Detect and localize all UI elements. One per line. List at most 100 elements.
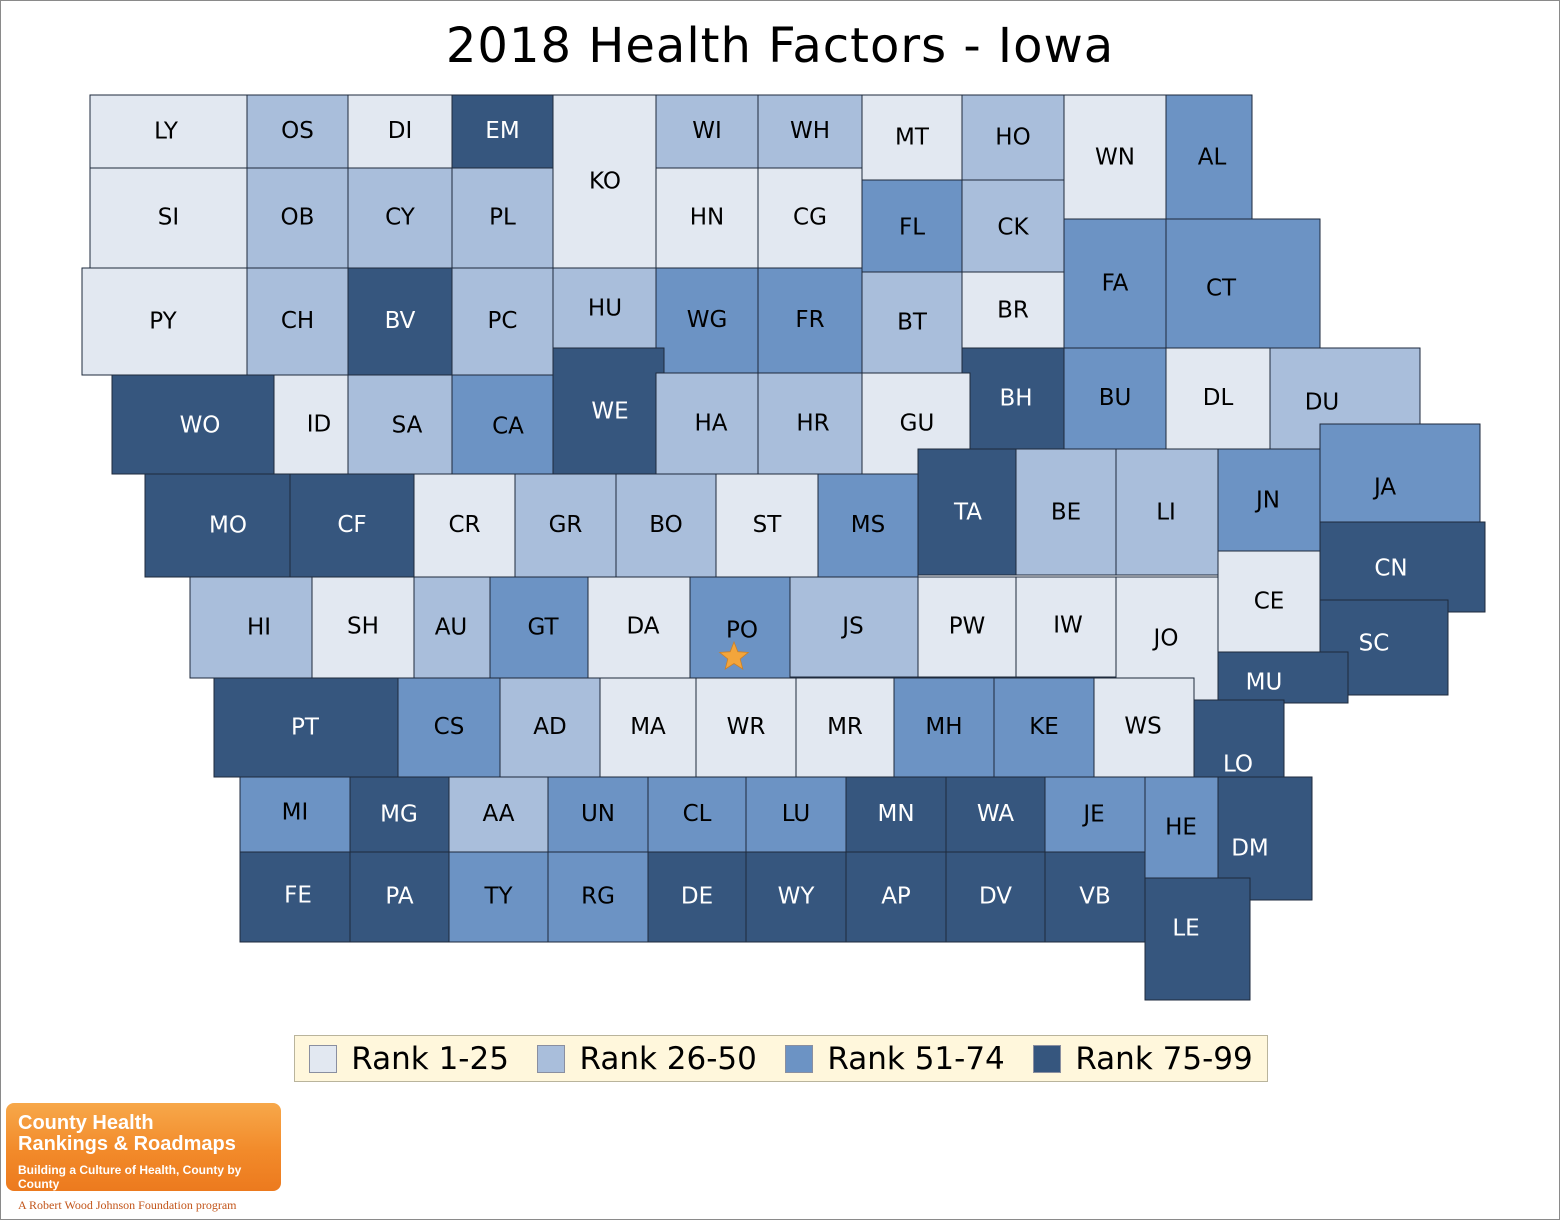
county-shape-le[interactable] [1144,877,1251,1001]
county-shape-ko[interactable] [552,94,657,269]
county-label-je: JE [1081,802,1104,828]
county-shape-ho[interactable] [961,94,1065,181]
county-shape-em[interactable] [451,94,554,169]
county-label-vb: VB [1079,884,1111,910]
county-shape-di[interactable] [347,94,453,169]
county-shape-fe[interactable] [239,851,351,943]
county-shape-fr[interactable] [757,267,863,374]
county-shape-ke[interactable] [993,677,1095,778]
county-shape-mg[interactable] [349,776,450,853]
county-shape-fa[interactable] [1063,218,1167,349]
county-shape-cr[interactable] [413,473,516,578]
county-shape-lo[interactable] [1193,699,1285,778]
county-shape-wa[interactable] [945,776,1046,853]
county-shape-wh[interactable] [757,94,863,169]
county-label-pt: PT [291,715,320,741]
county-shape-wy[interactable] [745,851,847,943]
county-shape-ws[interactable] [1093,677,1195,778]
county-shape-ob[interactable] [246,167,349,269]
county-shape-cl[interactable] [647,776,747,853]
county-shape-ad[interactable] [499,677,601,778]
county-label-bt: BT [897,310,928,336]
county-shape-ly[interactable] [89,94,248,169]
county-shape-cf[interactable] [289,473,415,578]
county-shape-sh[interactable] [311,576,429,679]
county-label-mo: MO [209,513,247,539]
county-label-iw: IW [1053,613,1083,639]
county-shape-be[interactable] [1015,448,1117,576]
county-shape-wr[interactable] [695,677,797,778]
county-label-ma: MA [630,714,666,740]
county-shape-aa[interactable] [448,776,549,853]
county-shape-cy[interactable] [347,167,453,269]
county-label-dm: DM [1231,836,1269,862]
county-shape-pt[interactable] [213,677,401,778]
county-shape-si[interactable] [89,167,248,269]
county-shape-os[interactable] [246,94,349,169]
county-shape-pl[interactable] [451,167,554,269]
county-shape-ty[interactable] [448,851,549,943]
county-label-au: AU [435,615,468,641]
county-shape-st[interactable] [715,473,819,578]
county-shape-ap[interactable] [845,851,947,943]
county-shape-hu[interactable] [552,267,657,349]
county-label-bh: BH [999,386,1032,412]
county-shape-py[interactable] [81,267,248,376]
county-shape-vb[interactable] [1044,851,1146,943]
county-shape-js[interactable] [789,576,919,678]
county-shape-mu[interactable] [1217,651,1349,704]
county-shape-iw[interactable] [1015,576,1121,678]
county-shape-rg[interactable] [547,851,649,943]
county-shape-br[interactable] [961,271,1065,349]
chrr-logo: County Health Rankings & Roadmaps Buildi… [6,1103,281,1191]
county-shape-hr[interactable] [757,372,869,475]
county-shape-mr[interactable] [795,677,895,778]
county-shape-bv[interactable] [347,267,453,376]
county-shape-ja[interactable] [1319,423,1481,523]
county-label-mu: MU [1246,670,1283,696]
county-shape-fl[interactable] [861,179,963,273]
county-shape-cn[interactable] [1319,521,1486,613]
legend-item-rank-26-50: Rank 26-50 [537,1041,757,1077]
county-shape-wo[interactable] [111,374,289,475]
county-shape-da[interactable] [587,576,701,679]
county-shape-gt[interactable] [489,576,601,679]
county-shape-un[interactable] [547,776,649,853]
county-label-pl: PL [489,205,516,231]
county-shape-cg[interactable] [757,167,863,269]
county-shape-mn[interactable] [845,776,947,853]
county-shape-hn[interactable] [655,167,759,269]
legend-swatch-rank-1-25 [309,1044,338,1073]
county-label-pc: PC [488,308,518,334]
county-label-pa: PA [385,884,413,910]
county-shape-je[interactable] [1044,776,1146,853]
county-shape-de[interactable] [647,851,747,943]
county-shape-sa[interactable] [347,374,465,475]
county-label-aa: AA [482,801,514,827]
county-shape-li[interactable] [1115,448,1219,576]
county-label-wo: WO [180,413,221,439]
county-shape-al[interactable] [1165,94,1253,220]
county-shape-ck[interactable] [961,179,1065,273]
county-shape-jn[interactable] [1217,448,1321,552]
county-shape-ms[interactable] [817,473,919,578]
county-label-al: AL [1198,145,1227,171]
county-shape-ct[interactable] [1165,218,1321,349]
county-shapes [81,94,1486,1001]
county-label-ct: CT [1206,276,1237,302]
county-shape-ca[interactable] [451,374,566,475]
county-shape-bo[interactable] [615,473,717,578]
county-shape-he[interactable] [1144,776,1219,879]
county-shape-mo[interactable] [144,473,291,578]
county-shape-wg[interactable] [655,267,759,374]
county-label-ms: MS [851,512,885,538]
county-shape-lu[interactable] [745,776,847,853]
county-label-he: HE [1165,815,1197,841]
county-shape-dv[interactable] [945,851,1046,943]
county-shape-mh[interactable] [893,677,995,778]
county-shape-pa[interactable] [349,851,450,943]
county-label-ws: WS [1124,714,1161,740]
county-shape-we[interactable] [552,347,665,475]
county-shape-ma[interactable] [599,677,697,778]
